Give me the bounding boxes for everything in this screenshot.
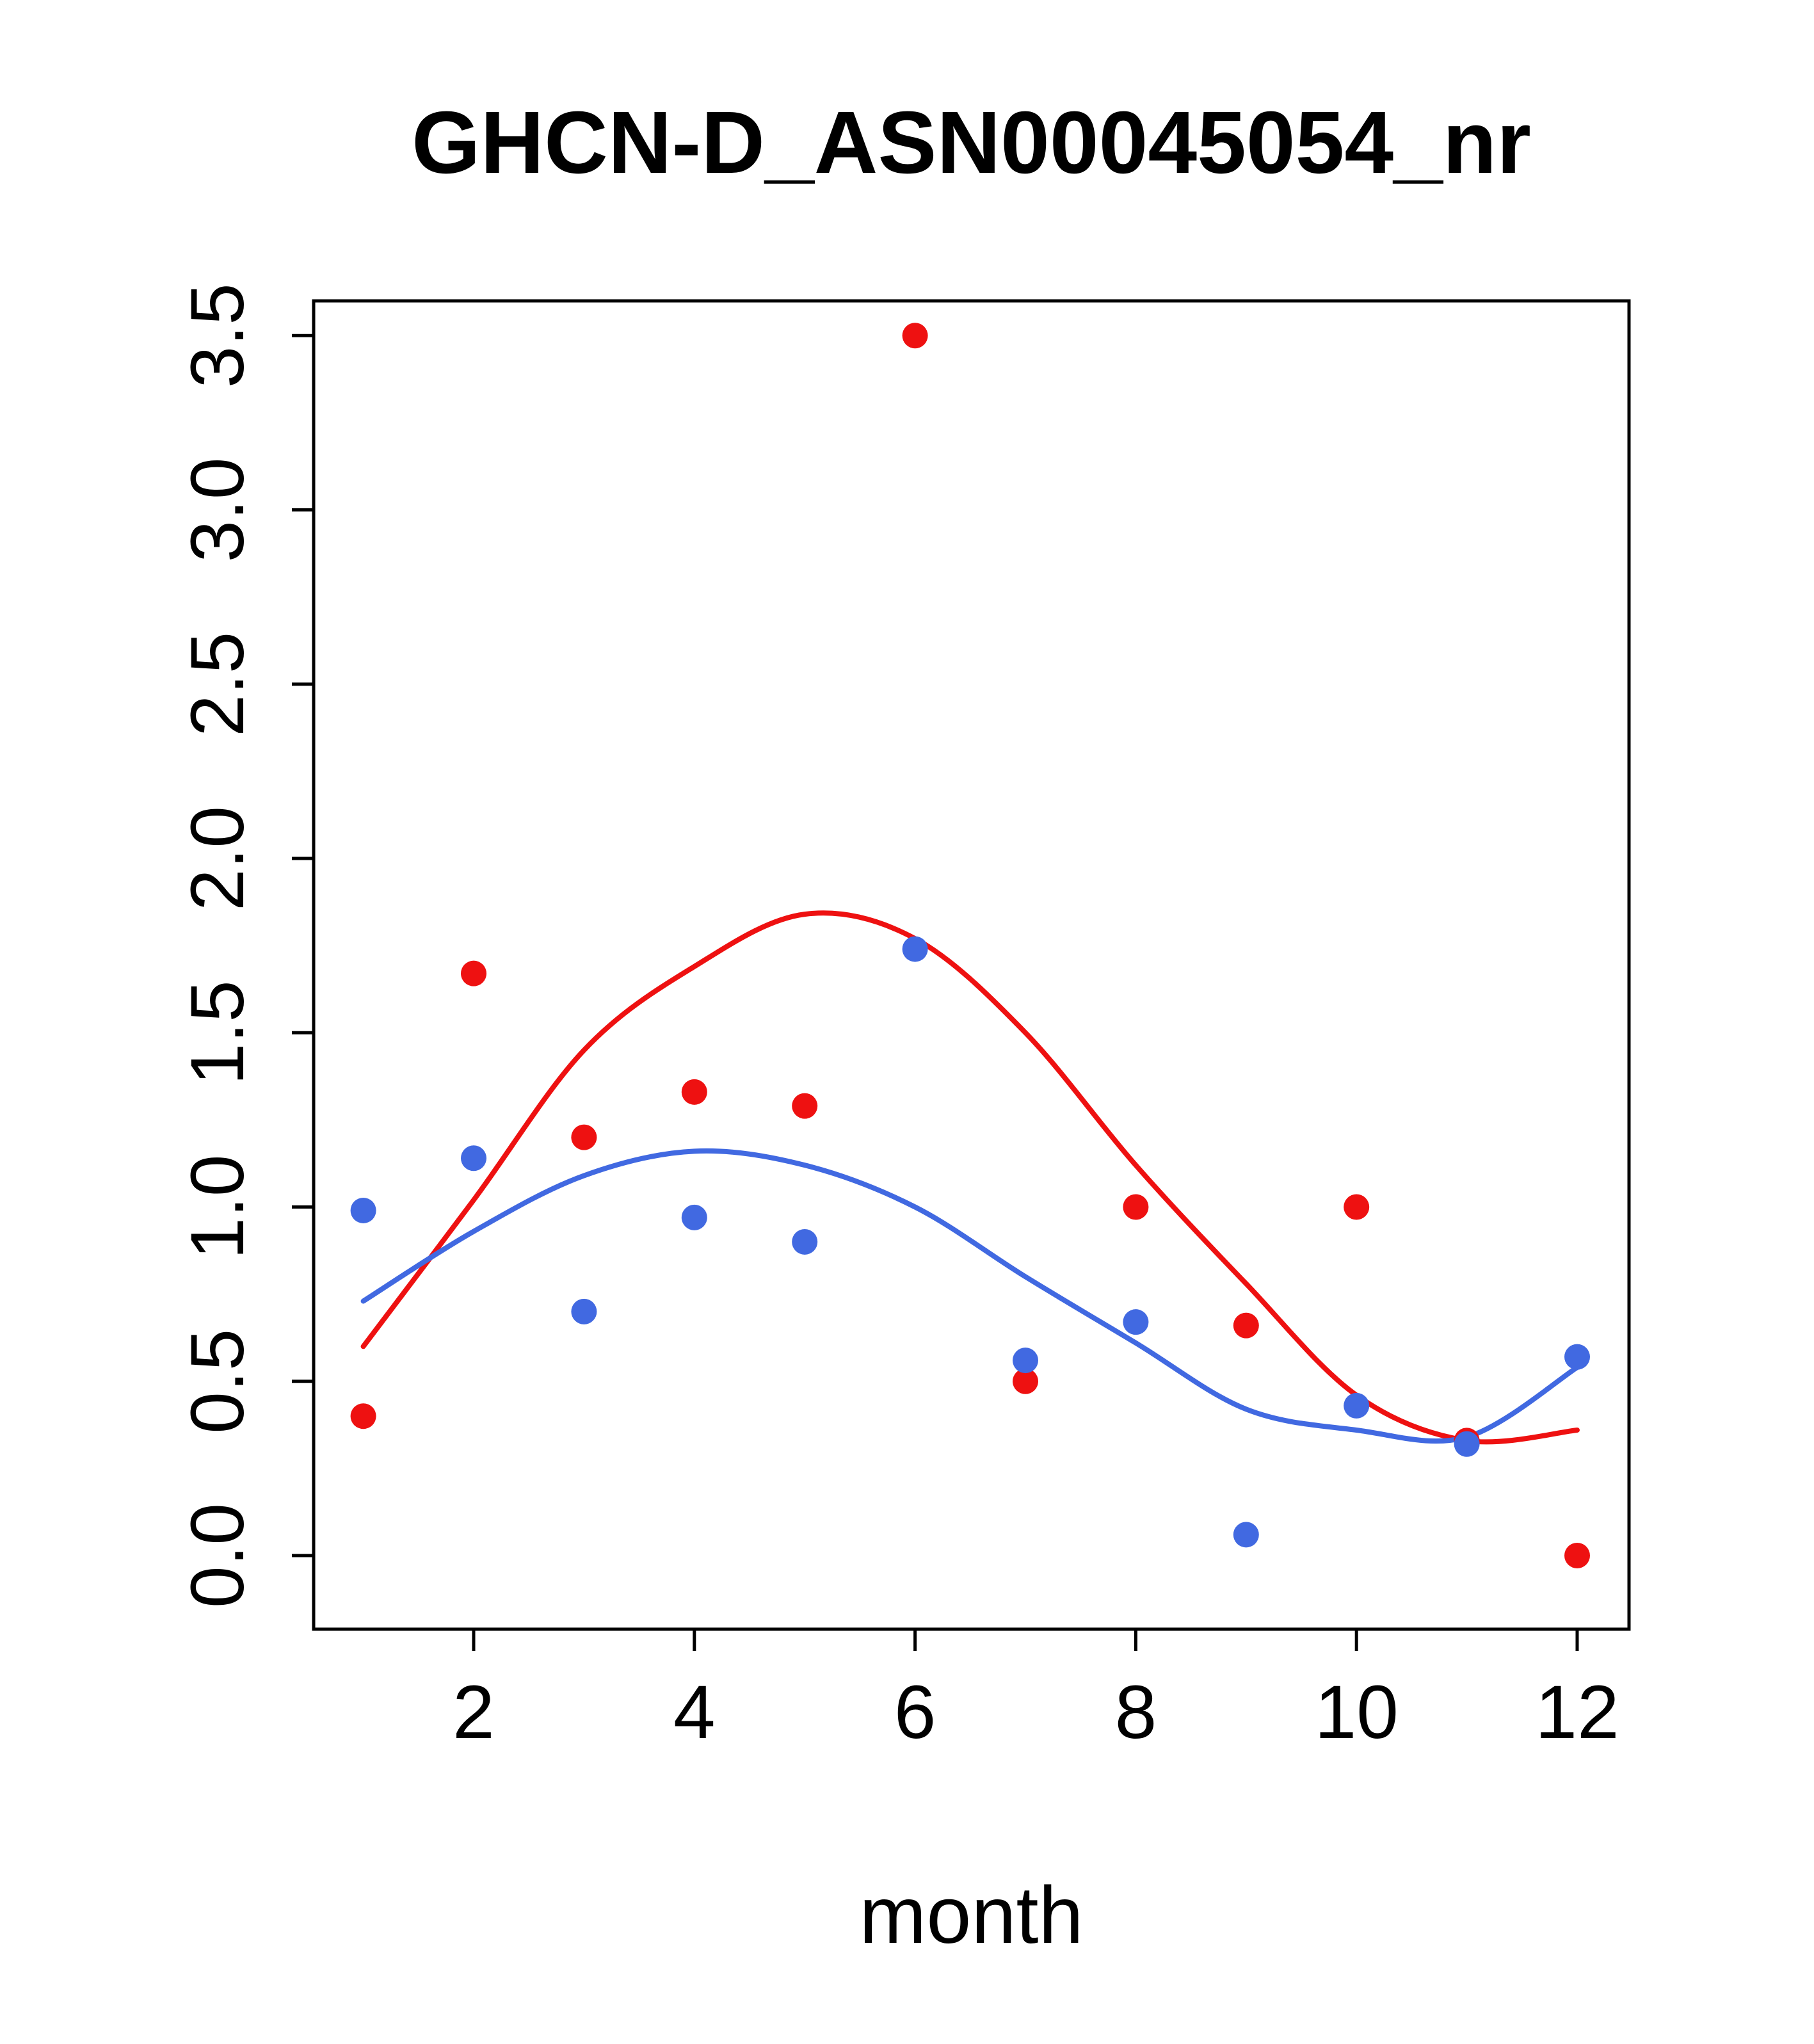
plot-border [312, 299, 1631, 1631]
red-point [1123, 1194, 1149, 1220]
red-point [571, 1124, 597, 1150]
blue-point [1564, 1344, 1590, 1370]
y-tick-label: 2.5 [175, 632, 260, 737]
red-point [681, 1079, 707, 1105]
x-tick-label: 12 [1535, 1670, 1619, 1755]
red-smooth-line [360, 910, 1580, 1445]
blue-smooth-line [360, 1148, 1580, 1444]
x-tick-label: 6 [894, 1670, 936, 1755]
blue-point [1344, 1392, 1370, 1419]
x-tick-label: 4 [673, 1670, 716, 1755]
x-axis-label: month [859, 1870, 1083, 1960]
red-point [1564, 1543, 1590, 1568]
blue-point [1454, 1431, 1480, 1457]
blue-point [1013, 1348, 1038, 1374]
y-tick-label: 0.0 [175, 1503, 260, 1608]
red-point [1344, 1194, 1370, 1220]
x-tick-label: 2 [453, 1670, 495, 1755]
blue-point [1123, 1309, 1149, 1335]
y-tick-label: 1.0 [175, 1154, 260, 1259]
blue-point [902, 936, 928, 962]
y-tick-label: 0.5 [175, 1329, 260, 1434]
red-point [461, 960, 486, 986]
red-point [350, 1403, 376, 1429]
red-point [1013, 1368, 1038, 1394]
blue-point [350, 1197, 376, 1223]
red-point [1233, 1312, 1259, 1339]
blue-point [1233, 1522, 1259, 1548]
y-tick-label: 3.0 [175, 457, 260, 562]
blue-point [571, 1298, 597, 1324]
y-tick-label: 1.5 [175, 980, 260, 1085]
x-tick-label: 10 [1315, 1670, 1399, 1755]
red-point [902, 323, 928, 349]
x-tick-label: 8 [1115, 1670, 1157, 1755]
blue-point [681, 1204, 707, 1230]
blue-point [792, 1228, 818, 1255]
red-point [792, 1093, 818, 1119]
chart-title: GHCN-D_ASN00045054_nr [412, 93, 1531, 192]
blue-point [461, 1145, 486, 1171]
y-tick-label: 2.0 [175, 806, 260, 911]
y-tick-label: 3.5 [175, 283, 260, 388]
